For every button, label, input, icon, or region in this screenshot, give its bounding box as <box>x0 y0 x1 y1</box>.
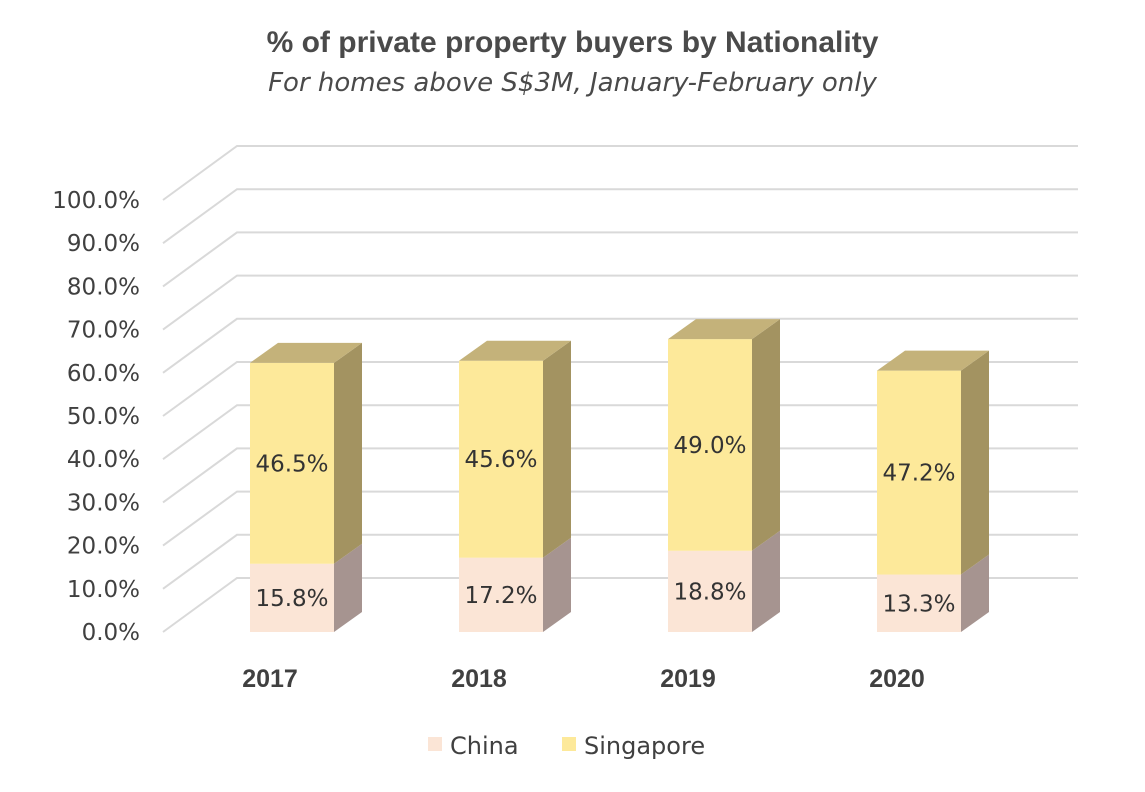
chart-title: % of private property buyers by National… <box>266 26 879 59</box>
bar-side <box>334 543 362 632</box>
x-tick-label: 2020 <box>869 665 925 693</box>
bar-singapore <box>668 339 752 551</box>
bar-side <box>752 530 780 632</box>
data-label: 17.2% <box>464 583 537 609</box>
data-label: 49.0% <box>673 433 746 459</box>
data-label: 15.8% <box>255 586 328 612</box>
data-label: 13.3% <box>882 591 955 617</box>
bar-side <box>334 342 362 564</box>
gridline <box>162 447 1078 504</box>
data-label: 47.2% <box>882 461 955 487</box>
gridline <box>162 490 1078 547</box>
bar-top <box>250 342 362 363</box>
y-tick-label: 80.0% <box>67 274 140 300</box>
y-tick-label: 50.0% <box>67 404 140 430</box>
bar-china <box>250 563 334 632</box>
y-tick-label: 10.0% <box>67 577 140 603</box>
legend-label: Singapore <box>584 732 705 760</box>
bar-side <box>752 319 780 551</box>
x-tick-label: 2019 <box>660 665 716 693</box>
bar-china <box>668 550 752 632</box>
y-tick-label: 70.0% <box>67 318 140 344</box>
gridline <box>162 317 1078 374</box>
bar-top <box>459 340 571 361</box>
y-tick-label: 90.0% <box>67 231 140 257</box>
x-tick-label: 2018 <box>451 665 507 693</box>
bar-side <box>543 537 571 632</box>
gridline <box>162 577 1078 633</box>
y-tick-label: 20.0% <box>67 534 140 560</box>
y-tick-label: 30.0% <box>67 490 140 516</box>
gridline <box>162 145 1078 201</box>
y-tick-label: 60.0% <box>67 361 140 387</box>
legend-label: China <box>450 732 519 760</box>
y-tick-label: 40.0% <box>67 447 140 473</box>
bar-top <box>877 350 989 371</box>
bar-side <box>961 350 989 575</box>
data-label: 46.5% <box>255 451 328 477</box>
bar-singapore <box>250 362 334 564</box>
y-tick-label: 0.0% <box>82 620 140 646</box>
gridline <box>162 404 1078 461</box>
legend-swatch <box>562 737 576 751</box>
bar-side <box>961 554 989 632</box>
gridline <box>162 188 1078 245</box>
chart-subtitle: For homes above S$3M, January-February o… <box>268 68 877 98</box>
gridline <box>162 361 1078 417</box>
bar-top <box>668 319 780 340</box>
data-label: 18.8% <box>673 579 746 605</box>
gridline <box>162 274 1078 331</box>
gridline <box>162 231 1078 288</box>
bar-side <box>543 340 571 558</box>
y-tick-label: 100.0% <box>52 188 140 214</box>
data-label: 45.6% <box>464 447 537 473</box>
bar-singapore <box>459 360 543 558</box>
bar-china <box>877 574 961 632</box>
bar-china <box>459 557 543 632</box>
bar-singapore <box>877 370 961 575</box>
x-tick-label: 2017 <box>242 665 298 693</box>
gridline <box>162 533 1078 590</box>
legend-swatch <box>428 737 442 751</box>
